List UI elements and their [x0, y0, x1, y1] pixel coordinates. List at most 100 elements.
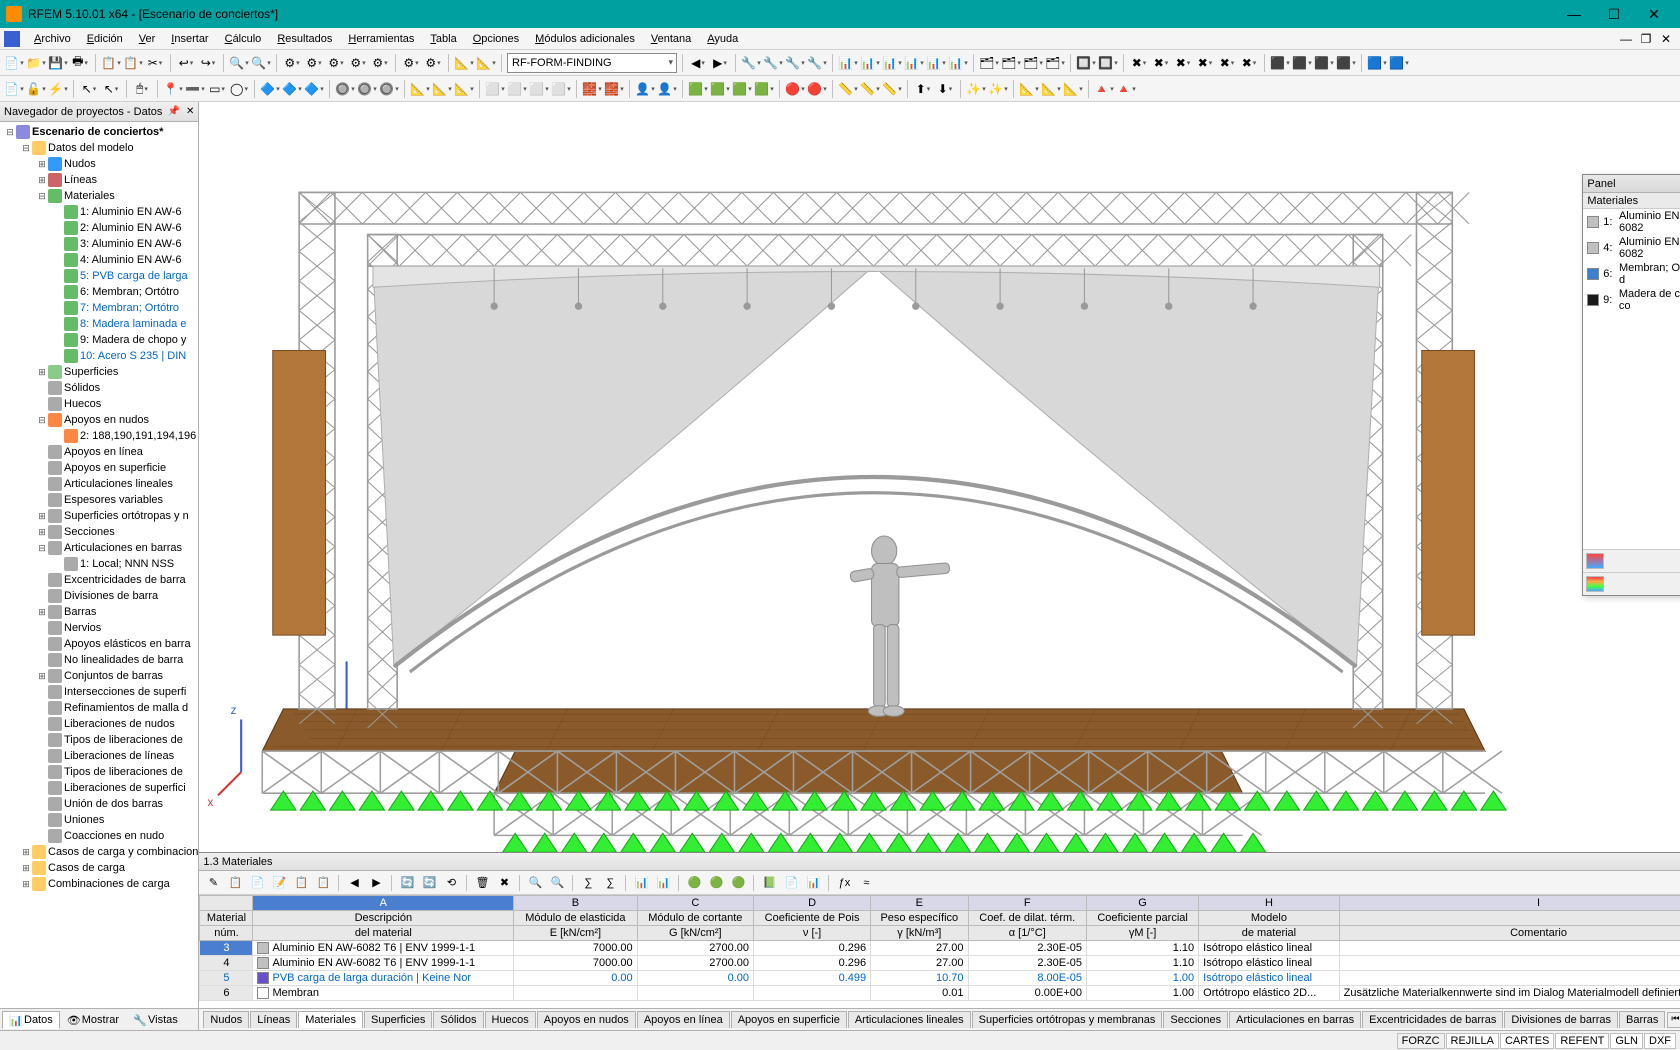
- status-rejilla[interactable]: REJILLA: [1446, 1033, 1499, 1049]
- tree-node[interactable]: ⊟Datos del modelo: [0, 140, 198, 156]
- maximize-button[interactable]: ☐: [1594, 2, 1634, 26]
- tree-node[interactable]: ⊞Secciones: [0, 524, 198, 540]
- toolbar-button[interactable]: ⚙▾: [348, 53, 368, 73]
- dg-tab[interactable]: Superficies: [364, 1011, 432, 1028]
- dg-toolbar-button[interactable]: 🗑: [472, 873, 492, 893]
- toolbar-button[interactable]: 📋▾: [123, 53, 143, 73]
- toolbar-button[interactable]: 🧱▾: [604, 79, 624, 99]
- status-cartes[interactable]: CARTES: [1500, 1033, 1554, 1049]
- menu-ver[interactable]: Ver: [131, 31, 164, 47]
- dg-tab[interactable]: Barras: [1619, 1011, 1665, 1028]
- tree-node[interactable]: 3: Aluminio EN AW-6: [0, 236, 198, 252]
- dg-tab[interactable]: Secciones: [1163, 1011, 1228, 1028]
- dg-tab-nav[interactable]: ⏮: [1667, 1012, 1680, 1028]
- nav-tab-datos[interactable]: 📊Datos: [2, 1011, 60, 1029]
- menu-resultados[interactable]: Resultados: [269, 31, 340, 47]
- toolbar-button[interactable]: 📄▾: [4, 53, 24, 73]
- menu-tabla[interactable]: Tabla: [422, 31, 464, 47]
- toolbar-button[interactable]: 📐▾: [432, 79, 452, 99]
- tree-node[interactable]: Apoyos elásticos en barra: [0, 636, 198, 652]
- tree-node[interactable]: 6: Membran; Ortótro: [0, 284, 198, 300]
- toolbar-button[interactable]: 📐▾: [454, 53, 474, 73]
- toolbar-button[interactable]: ➖▾: [185, 79, 205, 99]
- tree-node[interactable]: ⊞Superficies: [0, 364, 198, 380]
- menu-edición[interactable]: Edición: [79, 31, 131, 47]
- toolbar-button[interactable]: 🗂▾: [1001, 53, 1021, 73]
- toolbar-button[interactable]: 📊▾: [838, 53, 858, 73]
- tree-node[interactable]: ⊞Combinaciones de carga: [0, 876, 198, 892]
- toolbar-button[interactable]: ⬛▾: [1292, 53, 1312, 73]
- dg-tab[interactable]: Sólidos: [433, 1011, 483, 1028]
- dg-tab[interactable]: Apoyos en línea: [637, 1011, 730, 1028]
- toolbar-button[interactable]: 📐▾: [410, 79, 430, 99]
- dg-toolbar-button[interactable]: 📊: [653, 873, 673, 893]
- menu-ayuda[interactable]: Ayuda: [699, 31, 746, 47]
- tree-node[interactable]: 2: Aluminio EN AW-6: [0, 220, 198, 236]
- dg-toolbar-button[interactable]: ≈: [856, 873, 876, 893]
- tree-node[interactable]: Espesores variables: [0, 492, 198, 508]
- tree-node[interactable]: Uniones: [0, 812, 198, 828]
- nav-tab-mostrar[interactable]: 👁Mostrar: [60, 1011, 126, 1029]
- tree-node[interactable]: Tipos de liberaciones de: [0, 732, 198, 748]
- toolbar-button[interactable]: 📐▾: [1019, 79, 1039, 99]
- toolbar-button[interactable]: ↪▾: [198, 53, 218, 73]
- menu-insertar[interactable]: Insertar: [163, 31, 216, 47]
- tree-node[interactable]: Tipos de liberaciones de: [0, 764, 198, 780]
- toolbar-button[interactable]: 📐▾: [454, 79, 474, 99]
- dg-toolbar-button[interactable]: 📗: [759, 873, 779, 893]
- dg-tab[interactable]: Huecos: [485, 1011, 536, 1028]
- viewport-3d[interactable]: z x y: [199, 102, 1680, 852]
- navigator-close[interactable]: ✕: [186, 106, 194, 117]
- panel-material-row[interactable]: 9:Madera de chopo y co: [1583, 287, 1680, 313]
- menu-archivo[interactable]: Archivo: [26, 31, 79, 47]
- toolbar-button[interactable]: ⬜▾: [551, 79, 571, 99]
- toolbar-button[interactable]: 🔘▾: [335, 79, 355, 99]
- toolbar-button[interactable]: ⬜▾: [529, 79, 549, 99]
- tree-node[interactable]: No linealidades de barra: [0, 652, 198, 668]
- panel-material-row[interactable]: 1:Aluminio EN AW-6082: [1583, 209, 1680, 235]
- navigator-pin[interactable]: 📌: [168, 106, 180, 117]
- dg-toolbar-button[interactable]: 🟢: [728, 873, 748, 893]
- dg-tab[interactable]: Articulaciones en barras: [1229, 1011, 1361, 1028]
- mdi-minimize[interactable]: —: [1616, 32, 1636, 46]
- toolbar-button[interactable]: ⚙▾: [326, 53, 346, 73]
- toolbar-button[interactable]: ↖▾: [101, 79, 121, 99]
- toolbar-button[interactable]: 📐▾: [476, 53, 496, 73]
- tree-node[interactable]: Liberaciones de líneas: [0, 748, 198, 764]
- toolbar-button[interactable]: 📄▾: [4, 79, 24, 99]
- tree-node[interactable]: ⊟Apoyos en nudos: [0, 412, 198, 428]
- panel-btn-1[interactable]: [1586, 553, 1604, 569]
- tree-node[interactable]: ⊞Barras: [0, 604, 198, 620]
- toolbar-button[interactable]: 🖱▾: [132, 79, 152, 99]
- tree-node[interactable]: ⊞Casos de carga y combinacion: [0, 844, 198, 860]
- dg-toolbar-button[interactable]: 🔍: [547, 873, 567, 893]
- toolbar-button[interactable]: 🔺▾: [1116, 79, 1136, 99]
- dg-toolbar-button[interactable]: 📄: [781, 873, 801, 893]
- toolbar-button[interactable]: 📁▾: [26, 53, 46, 73]
- tree-node[interactable]: Unión de dos barras: [0, 796, 198, 812]
- dg-tab[interactable]: Articulaciones lineales: [848, 1011, 971, 1028]
- status-refent[interactable]: REFENT: [1555, 1033, 1609, 1049]
- toolbar-button[interactable]: 💾▾: [48, 53, 68, 73]
- dg-toolbar-button[interactable]: 📄: [247, 873, 267, 893]
- table-row[interactable]: 5PVB carga de larga duración | Keine Nor…: [200, 971, 1680, 986]
- toolbar-button[interactable]: 🟩▾: [732, 79, 752, 99]
- dg-toolbar-button[interactable]: 🟢: [706, 873, 726, 893]
- toolbar-button[interactable]: ▭▾: [207, 79, 227, 99]
- dg-tab[interactable]: Nudos: [203, 1011, 249, 1028]
- dg-toolbar-button[interactable]: 📋: [291, 873, 311, 893]
- toolbar-button[interactable]: ⬛▾: [1314, 53, 1334, 73]
- dg-toolbar-button[interactable]: ⟲: [441, 873, 461, 893]
- tree-node[interactable]: ⊞Superficies ortótropas y n: [0, 508, 198, 524]
- toolbar-button[interactable]: ✂▾: [145, 53, 165, 73]
- toolbar-button[interactable]: 🔺▾: [1094, 79, 1114, 99]
- dg-toolbar-button[interactable]: 🟢: [684, 873, 704, 893]
- mdi-close[interactable]: ✕: [1656, 32, 1676, 46]
- toolbar-button[interactable]: ✖▾: [1129, 53, 1149, 73]
- tree-node[interactable]: 1: Aluminio EN AW-6: [0, 204, 198, 220]
- datagrid-table[interactable]: ABCDEFGHIMaterialDescripciónMódulo de el…: [199, 895, 1680, 1001]
- dg-toolbar-button[interactable]: 🔍: [525, 873, 545, 893]
- toolbar-button[interactable]: 👤▾: [635, 79, 655, 99]
- dg-toolbar-button[interactable]: 📊: [803, 873, 823, 893]
- toolbar-button[interactable]: ↖▾: [79, 79, 99, 99]
